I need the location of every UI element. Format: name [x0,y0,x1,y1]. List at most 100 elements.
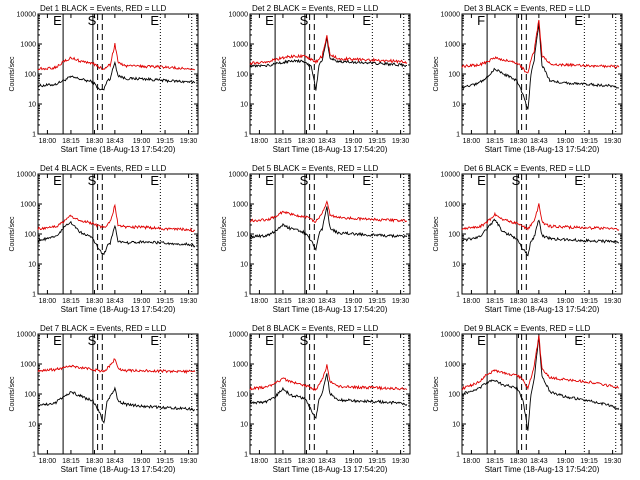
y-tick-label: 10000 [17,12,37,19]
panel-title: Det 7 BLACK = Events, RED = LLD [40,324,167,333]
x-tick-label: 18:00 [251,298,269,305]
x-tick-label: 18:43 [530,458,548,465]
panel-title: Det 9 BLACK = Events, RED = LLD [464,324,591,333]
y-tick-label: 1 [32,452,36,459]
series-lld-line [37,43,196,71]
x-tick-label: 19:30 [392,298,410,305]
x-tick-label: 18:30 [510,458,528,465]
marker-label: E [574,173,583,188]
x-tick-label: 19:30 [392,138,410,145]
series-lld-line [249,364,408,392]
chart-panel-5: Det 5 BLACK = Events, RED = LLD 1 10 100 100… [221,164,411,314]
x-axis-label: Start Time (18-Aug-13 17:54:20) [61,465,176,474]
x-tick-label: 19:00 [345,138,363,145]
y-tick-label: 10000 [441,332,461,339]
x-tick-label: 18:15 [62,298,80,305]
y-tick-label: 1 [456,292,460,299]
y-tick-label: 10 [452,422,460,429]
y-axis-label: Counts/sec [9,56,16,92]
x-tick-label: 18:43 [106,138,124,145]
y-tick-label: 1 [456,452,460,459]
series-events-line [37,220,196,256]
x-tick-label: 19:00 [133,138,151,145]
x-tick-label: 19:15 [368,298,386,305]
x-tick-label: 18:30 [86,138,104,145]
y-tick-label: 1 [456,132,460,139]
y-tick-label: 100 [448,232,460,239]
y-tick-label: 10 [28,102,36,109]
x-tick-label: 19:15 [580,298,598,305]
x-tick-label: 19:15 [368,458,386,465]
y-tick-label: 1000 [232,202,248,209]
chart-panel-6: Det 6 BLACK = Events, RED = LLD 1 10 100 100… [433,164,623,314]
panel-title: Det 6 BLACK = Events, RED = LLD [464,164,591,173]
x-tick-label: 19:30 [180,298,198,305]
x-tick-label: 18:15 [486,298,504,305]
marker-label: S [88,173,97,188]
series-lld-line [249,200,408,224]
panel-title: Det 8 BLACK = Events, RED = LLD [252,324,379,333]
y-tick-label: 10000 [229,172,249,179]
y-tick-label: 1 [244,452,248,459]
chart-panel-8: Det 8 BLACK = Events, RED = LLD 1 10 100 100… [221,324,411,474]
x-tick-label: 19:15 [368,138,386,145]
chart-panel-4: Det 4 BLACK = Events, RED = LLD 1 10 100 100… [9,164,199,314]
series-events-line [461,218,620,257]
plot-frame [249,173,411,295]
x-tick-label: 18:43 [318,458,336,465]
x-tick-label: 18:43 [530,138,548,145]
x-tick-label: 18:43 [530,298,548,305]
x-tick-label: 19:00 [345,458,363,465]
marker-label: F [477,13,485,28]
x-axis-label: Start Time (18-Aug-13 17:54:20) [273,465,388,474]
x-tick-label: 18:15 [486,458,504,465]
y-tick-label: 100 [236,72,248,79]
y-tick-label: 100 [24,392,36,399]
plot-frame [461,13,623,135]
x-tick-label: 18:00 [251,138,269,145]
y-tick-label: 1 [32,132,36,139]
x-tick-label: 19:15 [580,138,598,145]
series-lld-line [37,358,196,375]
x-tick-label: 18:15 [274,138,292,145]
x-tick-label: 19:15 [156,138,174,145]
x-tick-label: 18:00 [251,458,269,465]
y-tick-label: 100 [236,232,248,239]
x-tick-label: 18:30 [510,138,528,145]
series-lld-line [37,203,196,232]
marker-label: E [362,333,371,348]
x-tick-label: 18:00 [463,138,481,145]
x-tick-label: 18:30 [298,458,316,465]
y-tick-label: 1000 [232,362,248,369]
y-tick-label: 1000 [20,42,36,49]
x-axis-label: Start Time (18-Aug-13 17:54:20) [485,145,600,154]
panel-title: Det 2 BLACK = Events, RED = LLD [252,4,379,13]
x-tick-label: 19:15 [580,458,598,465]
marker-label: E [150,13,159,28]
series-events-line [37,386,196,424]
series-lld-line [249,35,408,66]
y-axis-label: Counts/sec [433,376,440,412]
x-tick-label: 18:30 [298,138,316,145]
x-tick-label: 18:15 [486,138,504,145]
x-tick-label: 18:00 [39,458,57,465]
x-tick-label: 18:15 [274,298,292,305]
marker-label: S [88,13,97,28]
x-tick-label: 18:43 [106,298,124,305]
x-tick-label: 19:00 [345,298,363,305]
panel-title: Det 5 BLACK = Events, RED = LLD [252,164,379,173]
series-lld-line [461,203,620,232]
chart-panel-7: Det 7 BLACK = Events, RED = LLD 1 10 100 100… [9,324,199,474]
y-tick-label: 10000 [17,172,37,179]
y-tick-label: 10000 [441,172,461,179]
x-axis-label: Start Time (18-Aug-13 17:54:20) [485,305,600,314]
marker-label: E [574,13,583,28]
panel-title: Det 3 BLACK = Events, RED = LLD [464,4,591,13]
y-tick-label: 10000 [17,332,37,339]
y-tick-label: 10 [452,102,460,109]
y-axis-label: Counts/sec [221,216,228,252]
y-axis-label: Counts/sec [433,216,440,252]
x-tick-label: 19:00 [133,298,151,305]
y-tick-label: 100 [24,72,36,79]
x-tick-label: 18:15 [62,138,80,145]
